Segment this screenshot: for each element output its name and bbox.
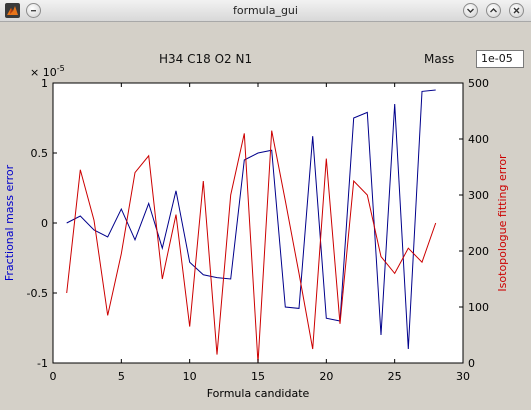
y-left-tick-label: 0.5 [31, 147, 49, 160]
y-right-tick-label: 500 [468, 77, 489, 90]
y-right-tick-label: 300 [468, 189, 489, 202]
x-tick-label: 25 [388, 370, 402, 383]
close-button[interactable] [509, 3, 524, 18]
x-tick-label: 30 [456, 370, 470, 383]
mass-input[interactable]: 1e-05 [476, 50, 524, 68]
title-bar[interactable]: formula_gui [0, 0, 531, 22]
y-right-tick-label: 400 [468, 133, 489, 146]
x-tick-label: 0 [50, 370, 57, 383]
isotopologue-error-line [66, 130, 437, 364]
window-menu-button[interactable] [26, 3, 41, 18]
minimize-button[interactable] [463, 3, 478, 18]
x-tick-label: 10 [183, 370, 197, 383]
y-right-axis-label: Isotopologue fitting error [496, 154, 509, 292]
plot-area [52, 82, 464, 364]
formula-label: H34 C18 O2 N1 [159, 52, 253, 66]
y-left-axis-label: Fractional mass error [3, 164, 16, 281]
y-right-tick-label: 100 [468, 301, 489, 314]
window-title: formula_gui [233, 4, 298, 17]
mass-label: Mass [424, 52, 455, 66]
x-tick-label: 15 [251, 370, 265, 383]
y-right-tick-label: 200 [468, 245, 489, 258]
x-tick-label: 20 [319, 370, 333, 383]
y-left-tick-label: 1 [41, 77, 48, 90]
x-axis-label: Formula candidate [207, 387, 310, 400]
y-right-tick-label: 0 [468, 357, 475, 370]
x-tick-label: 5 [118, 370, 125, 383]
maximize-button[interactable] [486, 3, 501, 18]
matlab-app-icon [5, 3, 20, 18]
y-left-tick-label: -0.5 [27, 287, 48, 300]
y-left-exponent-label: × 10-5 [30, 64, 65, 79]
y-left-tick-label: -1 [37, 357, 48, 370]
y-left-tick-label: 0 [41, 217, 48, 230]
